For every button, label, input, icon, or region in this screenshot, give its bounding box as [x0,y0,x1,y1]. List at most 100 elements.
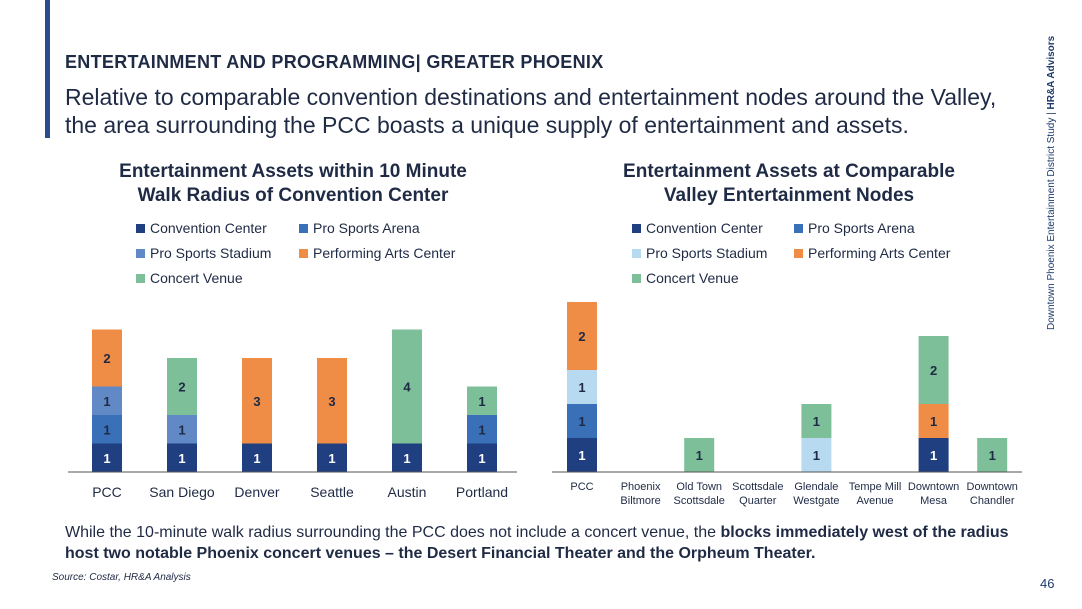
left-bar-segment [92,329,122,387]
legend-label: Concert Venue [150,270,243,286]
left-bar-value-label: 3 [253,394,260,409]
left-bar-segment [467,415,497,444]
left-category-label: Austin [388,484,427,500]
left-bar-segment [392,329,422,444]
left-bar-value-label: 1 [403,451,410,466]
legend-swatch [632,223,641,233]
right-bar-segment [684,438,715,472]
left-category-label: PCC [92,484,122,500]
right-category-label: Mesa [920,495,948,507]
footnote-text: While the 10-minute walk radius surround… [65,524,721,541]
legend-swatch [632,273,641,283]
legend-label: Pro Sports Arena [313,220,420,236]
left-bar-value-label: 1 [253,451,260,466]
legend-label: Convention Center [150,220,267,236]
left-bar-value-label: 1 [328,451,335,466]
left-bar-value-label: 1 [103,451,110,466]
left-bar-segment [92,443,122,472]
right-bar-value-label: 2 [930,363,937,378]
source-note: Source: Costar, HR&A Analysis [52,572,191,583]
right-category-label: Chandler [970,495,1015,507]
slide-header: ENTERTAINMENT AND PROGRAMMING| GREATER P… [65,52,1025,139]
right-bar-segment [801,404,832,438]
right-bar-segment [567,404,597,438]
right-bar-value-label: 1 [578,414,585,429]
left-legend-item-convention: Convention Center [136,220,267,236]
right-bar-value-label: 1 [813,414,820,429]
left-bar-segment [467,386,497,415]
right-legend-item-pac: Performing Arts Center [794,245,950,261]
left-bar-segment [167,358,197,415]
right-legend-item-stadium: Pro Sports Stadium [632,245,767,261]
left-bar-segment [92,415,122,444]
left-bar-segment [317,358,347,444]
right-category-label: Westgate [793,495,839,507]
legend-swatch [794,223,803,233]
legend-swatch [299,223,308,233]
left-category-label: Portland [456,484,508,500]
left-bar-value-label: 1 [178,451,185,466]
left-bar-segment [92,386,122,415]
left-bar-segment [317,443,347,472]
right-category-label: Downtown [908,481,959,493]
right-bar-segment [567,302,597,370]
page-number: 46 [1040,576,1055,591]
legend-label: Concert Venue [646,270,739,286]
left-chart-title-line2: Walk Radius of Convention Center [137,185,449,206]
left-legend-item-concert: Concert Venue [136,270,243,286]
right-bar-segment [567,370,597,404]
left-bar-segment [167,443,197,472]
left-bar-value-label: 1 [103,422,110,437]
left-bar-value-label: 2 [103,351,110,366]
right-category-label: Phoenix [621,481,661,493]
right-bar-segment [918,438,949,472]
legend-label: Pro Sports Stadium [646,245,768,261]
left-category-label: Denver [234,484,279,500]
right-category-label: PCC [570,481,593,493]
right-bar-segment [918,404,949,438]
left-bar-segment [242,358,272,444]
right-category-label: Glendale [794,481,838,493]
legend-swatch [136,273,145,283]
right-category-label: Scottsdale [674,495,725,507]
left-bar-value-label: 1 [478,394,485,409]
right-chart-title-line1: Entertainment Assets at Comparable [623,161,955,182]
right-category-label: Avenue [856,495,893,507]
right-bar-value-label: 1 [930,448,937,463]
right-bar-value-label: 2 [578,329,585,344]
left-bar-value-label: 1 [478,451,485,466]
left-chart-title-line1: Entertainment Assets within 10 Minute [119,161,467,182]
left-chart-title: Entertainment Assets within 10 Minute Wa… [88,160,498,208]
right-bar-value-label: 1 [930,414,937,429]
left-bar-value-label: 2 [178,380,185,395]
left-category-label: San Diego [149,484,215,500]
right-category-label: Tempe Mill [849,481,902,493]
right-legend-item-convention: Convention Center [632,220,763,236]
legend-swatch [299,248,308,258]
left-bar-value-label: 4 [403,380,411,395]
right-chart-title: Entertainment Assets at Comparable Valle… [584,160,994,208]
legend-label: Performing Arts Center [808,245,951,261]
right-category-label: Biltmore [620,495,660,507]
right-bar-value-label: 1 [813,448,820,463]
right-bar-value-label: 1 [578,380,585,395]
right-bar-segment [567,438,597,472]
legend-label: Pro Sports Stadium [150,245,272,261]
left-bar-segment [242,443,272,472]
left-bar-value-label: 1 [178,422,185,437]
legend-swatch [794,248,803,258]
right-chart-title-line2: Valley Entertainment Nodes [663,185,915,206]
right-category-label: Scottsdale [732,481,783,493]
left-legend-item-arena: Pro Sports Arena [299,220,420,236]
left-legend-item-stadium: Pro Sports Stadium [136,245,271,261]
footnote-emphasis: blocks immediately west of the radius ho… [65,524,1009,562]
right-legend-item-concert: Concert Venue [632,270,739,286]
footnote: While the 10-minute walk radius surround… [65,522,1025,564]
legend-swatch [632,248,641,258]
slide-headline: Relative to comparable convention destin… [65,84,997,138]
left-bar-segment [392,443,422,472]
legend-label: Pro Sports Arena [808,220,915,236]
left-bar-value-label: 1 [103,394,110,409]
right-legend-item-arena: Pro Sports Arena [794,220,915,236]
left-bar-value-label: 1 [478,422,485,437]
